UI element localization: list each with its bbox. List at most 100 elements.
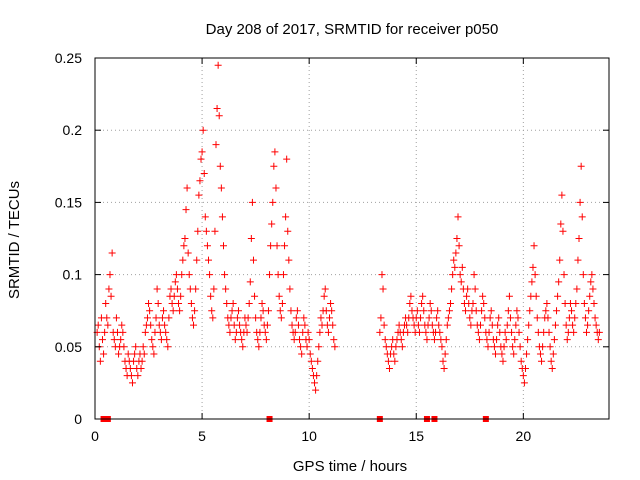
data-point bbox=[163, 336, 171, 344]
data-point bbox=[293, 307, 301, 315]
data-point bbox=[292, 314, 300, 322]
data-point bbox=[378, 271, 386, 279]
data-point bbox=[328, 307, 336, 315]
data-point bbox=[247, 235, 255, 242]
data-point bbox=[313, 372, 321, 380]
data-point bbox=[141, 328, 149, 336]
data-point bbox=[112, 314, 120, 322]
data-point bbox=[572, 299, 580, 307]
data-point bbox=[526, 307, 534, 315]
data-point bbox=[513, 307, 521, 315]
data-point bbox=[214, 61, 222, 69]
data-point bbox=[538, 357, 546, 365]
data-point bbox=[536, 350, 544, 358]
data-point bbox=[190, 321, 198, 329]
data-point bbox=[556, 256, 564, 264]
y-axis-label: SRMTID / TECUs bbox=[6, 181, 23, 299]
data-point bbox=[152, 314, 160, 322]
x-tick-label: 15 bbox=[408, 428, 424, 444]
data-point bbox=[546, 343, 554, 351]
data-point bbox=[466, 314, 474, 322]
data-point bbox=[233, 314, 241, 322]
data-point bbox=[277, 314, 285, 322]
data-point bbox=[553, 307, 561, 315]
data-point bbox=[205, 256, 213, 264]
data-point bbox=[417, 314, 425, 322]
data-point bbox=[222, 285, 230, 293]
data-point bbox=[385, 364, 393, 372]
data-point bbox=[455, 242, 463, 250]
data-point bbox=[101, 328, 109, 336]
data-point bbox=[514, 314, 522, 322]
data-point bbox=[239, 343, 247, 351]
data-point bbox=[532, 292, 540, 300]
data-point bbox=[503, 321, 511, 329]
data-point bbox=[380, 321, 388, 329]
data-point bbox=[326, 314, 334, 322]
data-point bbox=[486, 314, 494, 322]
data-point bbox=[268, 220, 276, 228]
data-point bbox=[415, 328, 423, 336]
data-point bbox=[269, 198, 277, 206]
data-point bbox=[523, 350, 531, 358]
data-point bbox=[275, 292, 283, 300]
data-point bbox=[134, 372, 142, 380]
data-point bbox=[445, 307, 453, 315]
data-point bbox=[588, 271, 596, 279]
data-point bbox=[391, 357, 399, 365]
data-point bbox=[146, 307, 154, 315]
data-point bbox=[414, 321, 422, 329]
data-point bbox=[220, 242, 227, 250]
data-point bbox=[143, 314, 151, 322]
data-point bbox=[304, 328, 312, 336]
data-point bbox=[270, 162, 278, 170]
data-point bbox=[261, 328, 269, 336]
data-point bbox=[171, 278, 179, 286]
data-point bbox=[511, 336, 519, 344]
data-point bbox=[579, 271, 587, 279]
data-point bbox=[272, 184, 280, 192]
data-point bbox=[525, 321, 533, 329]
data-point bbox=[591, 314, 599, 322]
data-point bbox=[266, 271, 274, 279]
data-point bbox=[147, 321, 155, 329]
data-point bbox=[209, 314, 217, 322]
data-point bbox=[199, 126, 207, 134]
data-point bbox=[110, 336, 118, 344]
data-point bbox=[435, 321, 443, 329]
data-point bbox=[208, 307, 216, 315]
data-point bbox=[264, 307, 272, 315]
data-point bbox=[398, 343, 406, 351]
data-point bbox=[103, 314, 111, 322]
x-tick-label: 20 bbox=[516, 428, 532, 444]
data-point bbox=[316, 328, 324, 336]
data-point bbox=[480, 299, 488, 307]
data-point bbox=[170, 292, 178, 300]
data-point bbox=[153, 285, 161, 293]
data-point bbox=[450, 256, 458, 264]
data-point bbox=[321, 285, 329, 293]
data-point bbox=[194, 227, 202, 235]
data-point bbox=[149, 343, 157, 351]
data-point bbox=[197, 155, 205, 163]
data-point bbox=[469, 299, 477, 307]
data-point bbox=[494, 321, 502, 329]
data-point bbox=[193, 256, 201, 264]
data-point bbox=[167, 285, 175, 293]
data-point bbox=[238, 336, 246, 344]
data-point bbox=[291, 328, 299, 336]
data-point bbox=[427, 307, 435, 315]
data-point bbox=[548, 364, 556, 372]
data-point bbox=[324, 328, 332, 336]
data-point bbox=[390, 350, 398, 358]
data-point bbox=[311, 379, 319, 387]
data-point bbox=[185, 271, 193, 279]
data-point bbox=[294, 321, 302, 329]
data-point bbox=[483, 336, 491, 344]
data-point bbox=[448, 285, 456, 293]
data-point bbox=[454, 213, 462, 221]
data-point bbox=[575, 235, 583, 242]
data-point bbox=[248, 198, 256, 206]
data-point bbox=[183, 184, 191, 192]
data-point bbox=[594, 336, 602, 344]
